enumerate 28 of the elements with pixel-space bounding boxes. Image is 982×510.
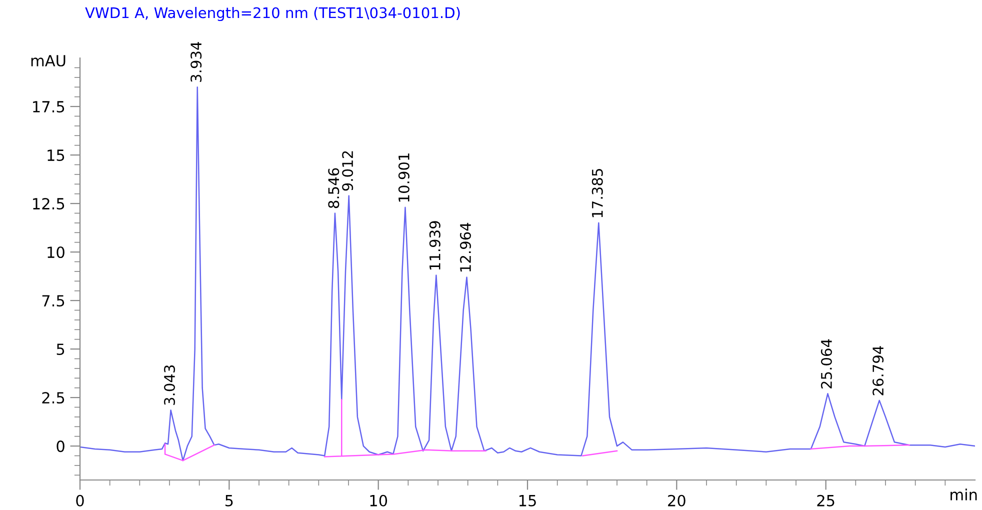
line-series: [80, 86, 975, 462]
annotation: 11.939: [429, 221, 440, 270]
annotation: 26.794: [872, 346, 884, 396]
y-tick-label: 12.5: [33, 198, 64, 210]
y-tick-label: 5: [56, 344, 64, 356]
x-tick-label: 20: [668, 494, 686, 506]
annotation: 10.901: [398, 154, 410, 202]
x-tick-label: 10: [370, 494, 388, 506]
y-tick-label: 0: [56, 440, 64, 452]
annotation: 3.043: [164, 365, 176, 405]
annotation: 17.385: [592, 169, 603, 218]
y-tick-label: 17.5: [33, 101, 64, 113]
x-tick-label: 15: [519, 495, 536, 506]
y-axis-title: mAU: [31, 55, 66, 66]
annotation: 3.934: [190, 42, 202, 82]
chart-title: VWD1 A, Wavelength=210 nm (TEST1\034-0101.D): [85, 6, 460, 22]
annotation: 12.964: [460, 222, 471, 272]
x-tick-label: 5: [225, 495, 233, 506]
y-tick-label: 7.5: [42, 295, 64, 307]
annotation: 9.012: [342, 151, 354, 191]
annotation: 25.064: [820, 339, 832, 388]
x-tick-label: 25: [817, 494, 834, 506]
y-tick-label: 2.5: [42, 392, 64, 404]
y-tick-label: 10: [48, 246, 64, 258]
x-axis-title: min: [950, 488, 977, 500]
y-tick-label: 15: [48, 150, 64, 162]
annotation: 8.546: [328, 168, 340, 208]
x-tick-label: 0: [76, 494, 84, 506]
